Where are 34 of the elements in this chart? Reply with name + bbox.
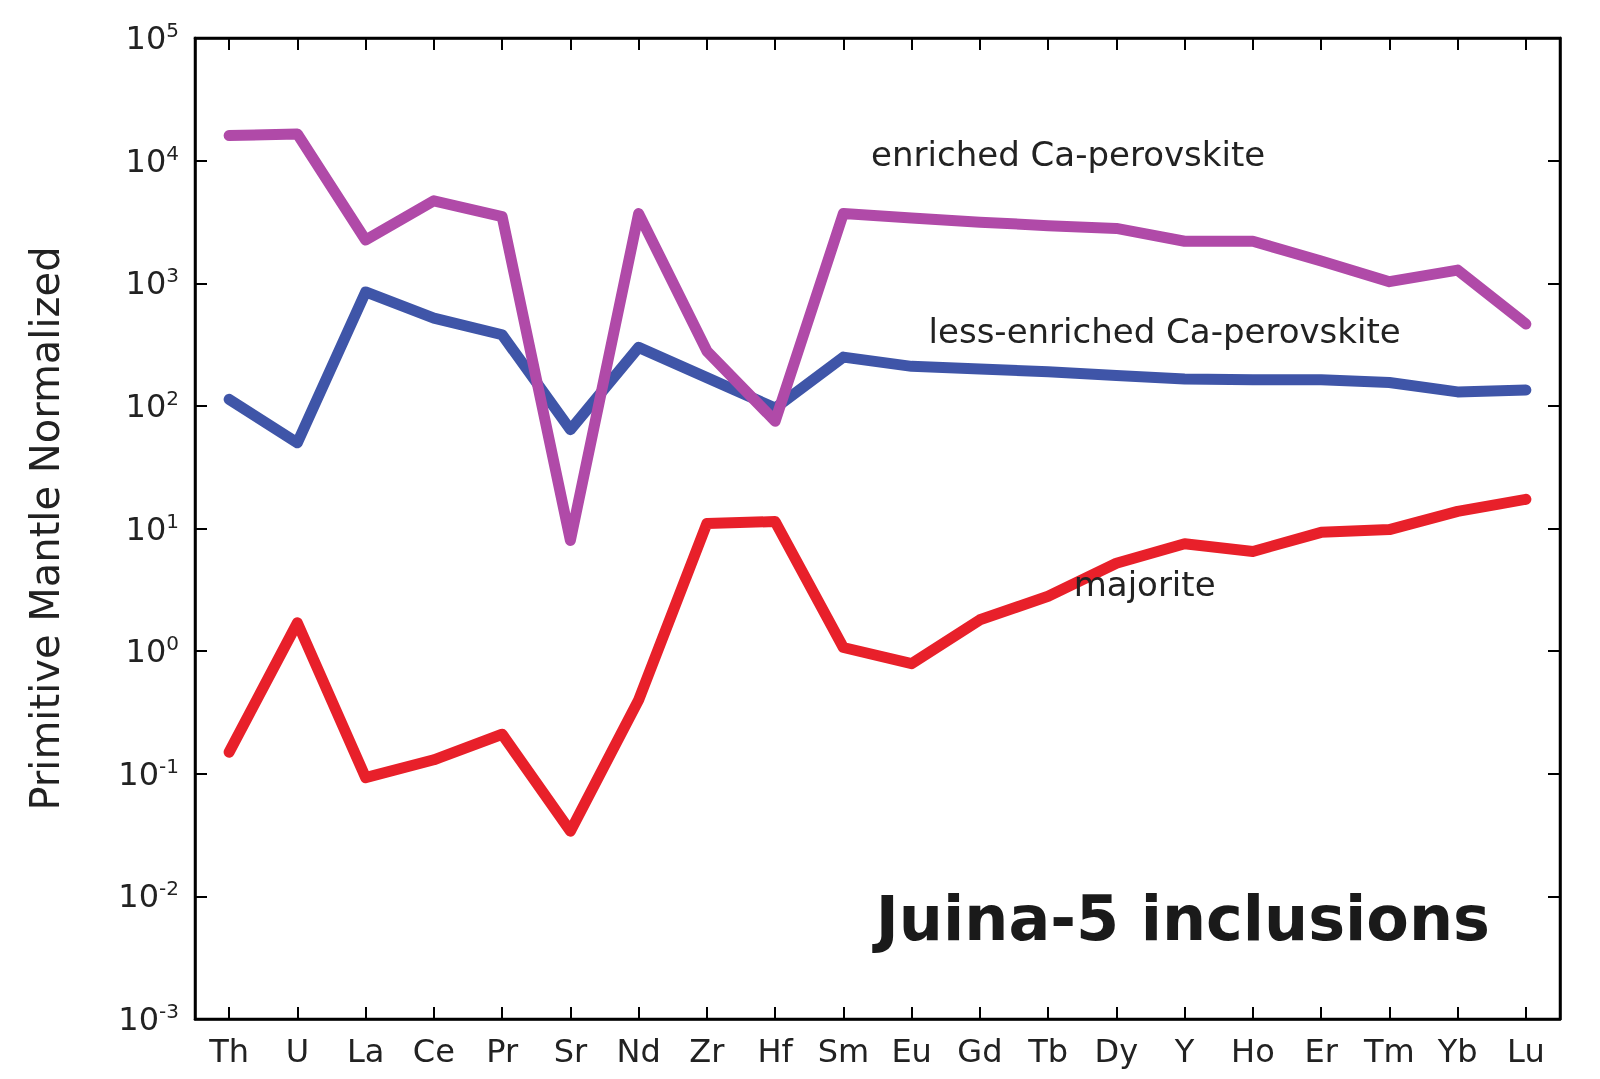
- y-tick-label: 10$^{2}$: [125, 385, 179, 426]
- x-tick-label: Y: [1173, 1032, 1195, 1070]
- x-tick-label: Dy: [1094, 1032, 1139, 1070]
- x-tick-label: La: [346, 1032, 385, 1070]
- y-tick-label: 10$^{-3}$: [118, 999, 179, 1039]
- x-tick-label: Ce: [412, 1032, 455, 1070]
- x-tick-label: Gd: [957, 1032, 1003, 1070]
- x-tick-label: Sm: [817, 1032, 870, 1070]
- x-tick-label: Hf: [757, 1032, 794, 1070]
- y-tick-label: 10$^{3}$: [125, 263, 179, 304]
- y-axis-title: Primitive Mantle Normalized: [22, 246, 68, 811]
- x-tick-label: Nd: [616, 1032, 661, 1070]
- series-label: majorite: [1073, 563, 1216, 604]
- y-tick-label: 10$^{-2}$: [118, 876, 179, 917]
- y-tick-label: 10$^{4}$: [125, 140, 179, 181]
- x-tick-label: Ho: [1231, 1032, 1275, 1070]
- y-tick-label: 10$^{-1}$: [118, 753, 179, 794]
- y-tick-label: 10$^{5}$: [125, 18, 179, 58]
- x-tick-label: Eu: [891, 1032, 932, 1070]
- x-tick-label: Th: [208, 1032, 250, 1070]
- x-tick-label: Pr: [486, 1032, 519, 1070]
- x-tick-label: Er: [1304, 1032, 1339, 1070]
- x-tick-label: Zr: [689, 1032, 726, 1070]
- x-tick-label: Lu: [1507, 1032, 1545, 1070]
- x-tick-label: U: [285, 1032, 310, 1070]
- y-tick-label: 10$^{0}$: [125, 631, 179, 672]
- x-tick-label: Tm: [1363, 1032, 1415, 1070]
- text: Juina-5 inclusions: [871, 881, 1490, 955]
- y-tick-label: 10$^{1}$: [125, 508, 179, 549]
- series-label: enriched Ca-perovskite: [871, 133, 1266, 174]
- x-tick-label: Sr: [553, 1032, 588, 1070]
- x-tick-label: Yb: [1436, 1032, 1478, 1070]
- x-tick-label: Tb: [1027, 1032, 1069, 1070]
- series-label: less-enriched Ca-perovskite: [928, 310, 1401, 351]
